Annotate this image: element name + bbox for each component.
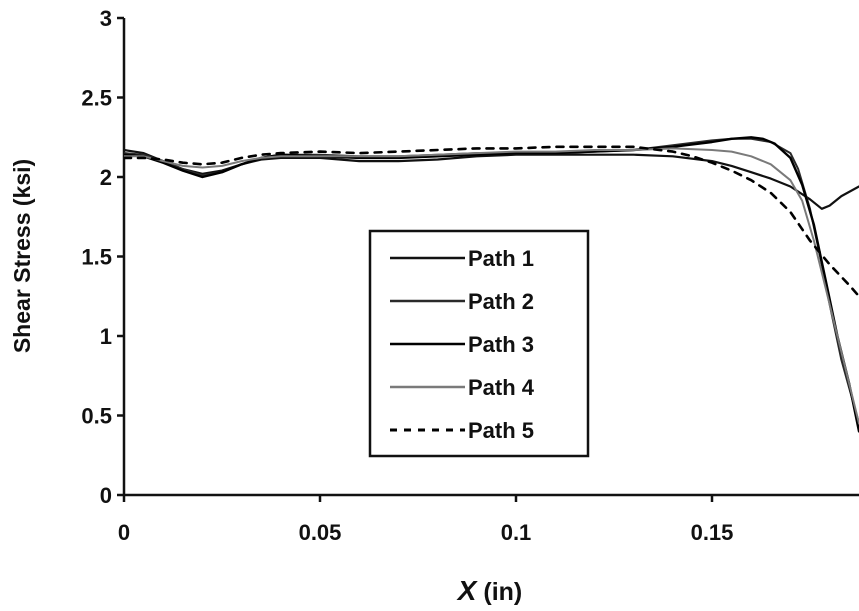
series-line-path-5 — [124, 145, 859, 298]
legend-label-path-5: Path 5 — [468, 418, 534, 443]
legend-label-path-1: Path 1 — [468, 246, 534, 271]
y-tick-label: 1.5 — [81, 245, 112, 270]
series-line-path-3 — [124, 136, 859, 433]
x-axis-title: X (in) — [456, 575, 523, 606]
legend-label-path-4: Path 4 — [468, 375, 535, 400]
y-tick-label: 1 — [100, 324, 112, 349]
y-tick-label: 0.5 — [81, 404, 112, 429]
legend-label-path-3: Path 3 — [468, 332, 534, 357]
x-tick-label: 0 — [118, 520, 130, 545]
y-tick-label: 3 — [100, 6, 112, 31]
x-tick-label: 0.1 — [501, 520, 532, 545]
legend-label-path-2: Path 2 — [468, 289, 534, 314]
x-axis-title-unit: (in) — [476, 578, 522, 606]
y-axis-title: Shear Stress (ksi) — [9, 159, 35, 353]
y-tick-label: 0 — [100, 483, 112, 508]
x-tick-label: 0.15 — [691, 520, 734, 545]
y-tick-label: 2.5 — [81, 86, 112, 111]
x-tick-label: 0.05 — [299, 520, 342, 545]
series-line-path-4 — [124, 147, 859, 425]
x-axis-title-variable: X — [456, 575, 479, 606]
legend: Path 1 Path 2 Path 3 Path 4 Path 5 — [368, 229, 590, 458]
y-tick-label: 2 — [100, 165, 112, 190]
